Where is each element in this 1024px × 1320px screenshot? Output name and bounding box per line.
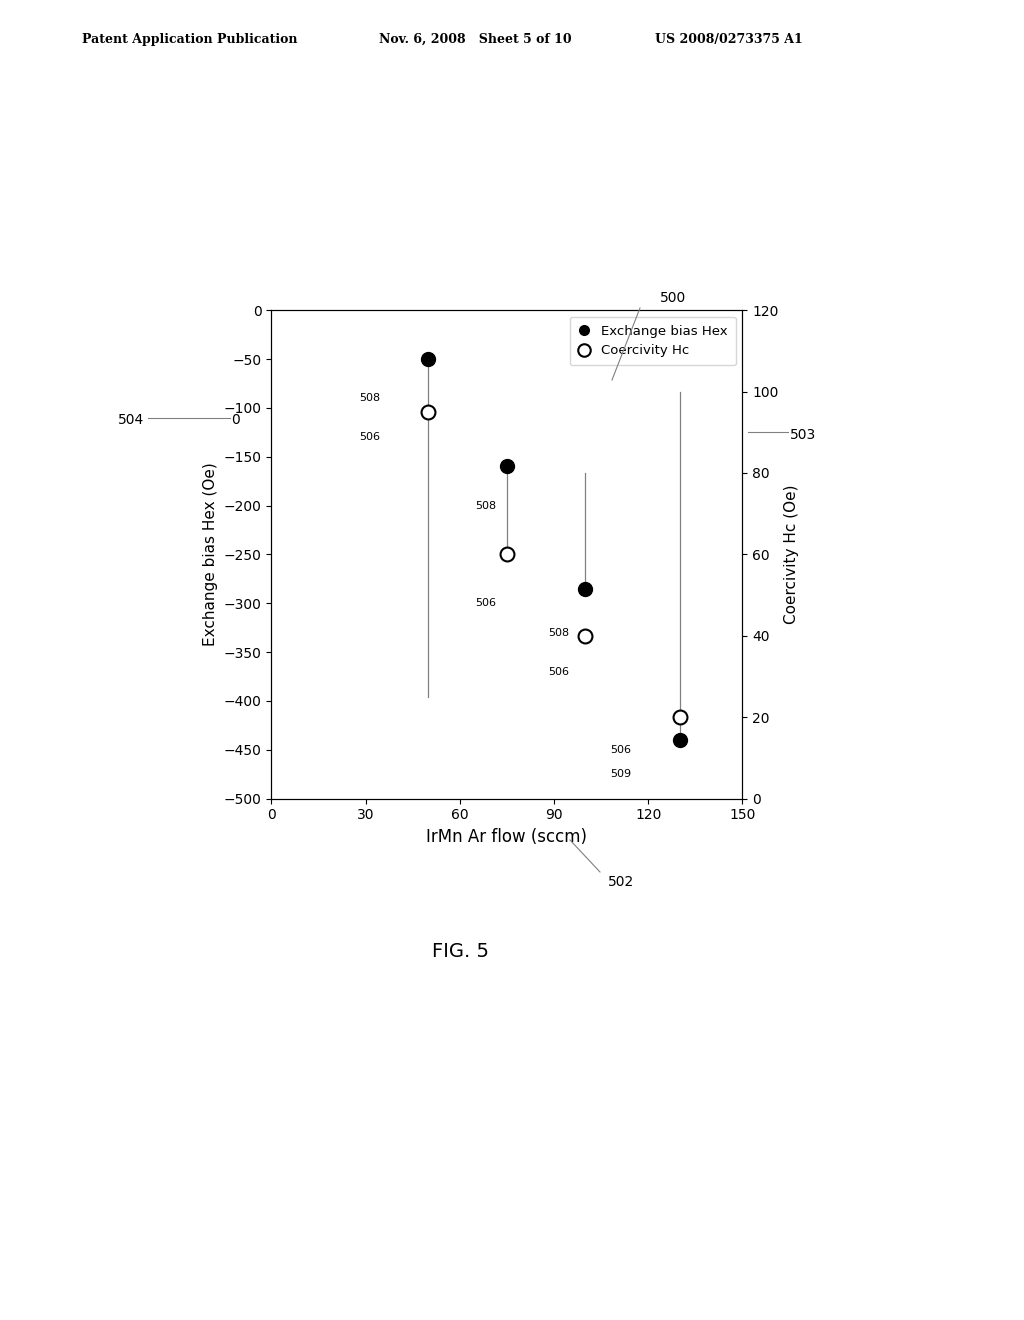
Point bbox=[672, 730, 688, 751]
Text: US 2008/0273375 A1: US 2008/0273375 A1 bbox=[655, 33, 803, 46]
Text: 504: 504 bbox=[118, 413, 144, 426]
Text: 506: 506 bbox=[359, 433, 380, 442]
Legend: Exchange bias Hex, Coercivity Hc: Exchange bias Hex, Coercivity Hc bbox=[569, 317, 736, 366]
Point bbox=[499, 455, 515, 477]
Text: 0: 0 bbox=[230, 413, 240, 426]
Point bbox=[499, 544, 515, 565]
Point bbox=[672, 706, 688, 727]
Text: 500: 500 bbox=[660, 290, 686, 305]
Text: 506: 506 bbox=[475, 598, 497, 609]
Text: FIG. 5: FIG. 5 bbox=[432, 942, 489, 961]
Text: Nov. 6, 2008   Sheet 5 of 10: Nov. 6, 2008 Sheet 5 of 10 bbox=[379, 33, 571, 46]
Point bbox=[578, 626, 594, 647]
X-axis label: IrMn Ar flow (sccm): IrMn Ar flow (sccm) bbox=[426, 828, 588, 846]
Text: 508: 508 bbox=[475, 500, 497, 511]
Text: Patent Application Publication: Patent Application Publication bbox=[82, 33, 297, 46]
Text: 503: 503 bbox=[790, 428, 816, 442]
Y-axis label: Exchange bias Hex (Oe): Exchange bias Hex (Oe) bbox=[203, 462, 218, 647]
Y-axis label: Coercivity Hc (Oe): Coercivity Hc (Oe) bbox=[784, 484, 799, 624]
Point bbox=[420, 348, 436, 370]
Text: 509: 509 bbox=[610, 770, 632, 779]
Point bbox=[578, 578, 594, 599]
Text: 502: 502 bbox=[608, 875, 634, 888]
Text: 508: 508 bbox=[548, 628, 568, 638]
Text: 506: 506 bbox=[610, 744, 632, 755]
Text: 506: 506 bbox=[548, 667, 568, 677]
Text: 508: 508 bbox=[359, 393, 380, 403]
Point bbox=[420, 401, 436, 422]
